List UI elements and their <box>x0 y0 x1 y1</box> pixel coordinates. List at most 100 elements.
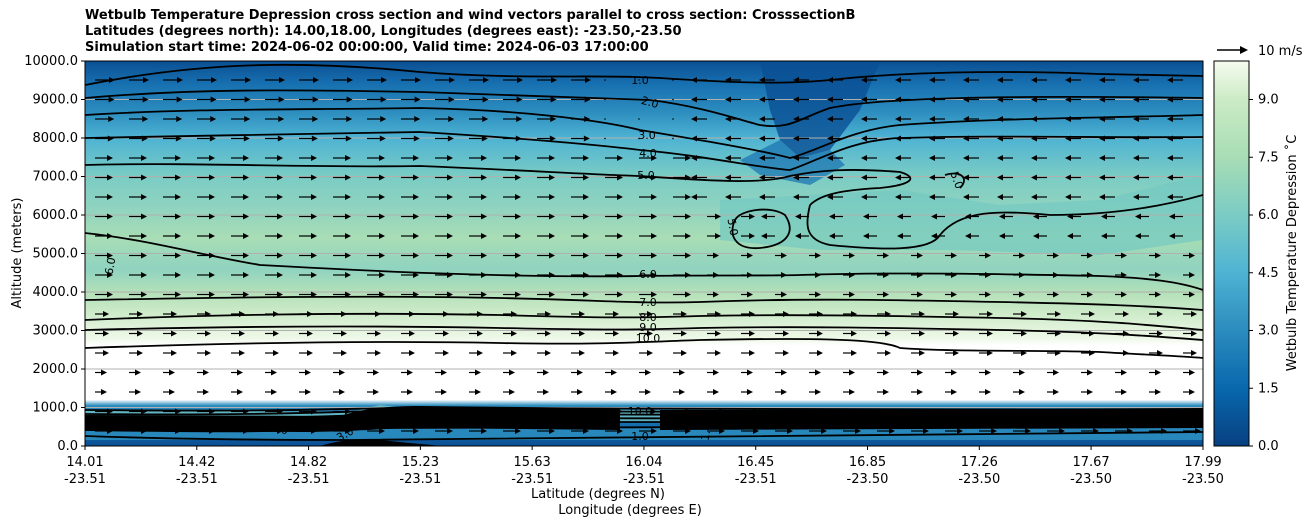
wind-vector-head <box>889 428 895 434</box>
arrow-right-icon <box>1240 46 1248 54</box>
wind-vector-head <box>549 272 555 278</box>
wind-vector-head <box>963 96 969 103</box>
wind-vector-head <box>415 77 421 83</box>
wind-vector-head <box>413 155 419 161</box>
wind-vector-head <box>549 213 555 220</box>
wind-vector-head <box>481 174 487 181</box>
wind-vector-head <box>447 448 453 454</box>
x-tick-label-lon: -23.50 <box>847 472 889 487</box>
wind-vector-head <box>781 291 787 298</box>
wind-vector-head <box>1087 252 1093 259</box>
y-axis-label: Altitude (meters) <box>10 198 25 309</box>
wind-vector-head <box>929 155 935 161</box>
wind-vector-head <box>923 448 929 454</box>
contour-label: 5.0 <box>947 170 965 191</box>
wind-vector-head <box>141 155 147 161</box>
wind-vector-head <box>1101 233 1107 239</box>
wind-vector-head <box>685 428 691 434</box>
wind-vector-head <box>725 194 731 200</box>
wind-vector-head <box>549 408 555 415</box>
wind-vector-head <box>579 350 585 356</box>
wind-vector-head <box>1089 350 1095 356</box>
wind-vector-head <box>345 194 351 200</box>
x-axis: 14.01 -23.51 14.42 -23.51 14.82 -23.51 15.23 -2… <box>64 446 1224 487</box>
wind-vector-head <box>1021 350 1027 356</box>
wind-vector-head <box>1189 272 1195 278</box>
wind-vector-head <box>957 428 963 434</box>
wind-vector-head <box>239 330 245 337</box>
wind-vector-head <box>143 77 149 83</box>
contour-label: 1.0 <box>631 74 649 87</box>
wind-vector-head <box>509 369 515 376</box>
wind-vector-head <box>237 389 243 395</box>
wind-vector-head <box>1167 155 1173 161</box>
wind-vector-head <box>985 272 991 278</box>
wind-vector-head <box>781 252 787 259</box>
colorbar-tick-label: 4.5 <box>1258 266 1279 281</box>
wind-vector-head <box>109 77 115 83</box>
wind-vector-head <box>345 291 351 298</box>
wind-vector-head <box>651 428 657 434</box>
x-tick-label-lat: 17.26 <box>961 455 998 470</box>
wind-vector-head <box>1065 135 1071 142</box>
wind-vector-head <box>1087 389 1093 395</box>
wind-vector-head <box>413 428 419 434</box>
wind-vector-head <box>1133 194 1139 200</box>
wind-vector-head <box>759 96 765 103</box>
wind-vector-head <box>515 448 521 454</box>
wind-vector-head <box>345 272 351 278</box>
wind-vector-head <box>209 272 215 278</box>
wind-vector-head <box>175 428 181 434</box>
wind-vector-head <box>545 311 551 317</box>
wind-vector-head <box>1155 369 1161 376</box>
wind-vector-head <box>613 350 619 356</box>
wind-vector-head <box>345 155 351 161</box>
wind-vector-head <box>107 135 114 142</box>
wind-vector <box>672 79 674 81</box>
wind-vector-head <box>691 77 697 83</box>
wind-vector-head <box>515 252 521 259</box>
wind-vector-head <box>209 155 215 161</box>
contour-label: 2.0 <box>640 94 660 111</box>
wind-vector-head <box>793 194 799 200</box>
wind-vector-head <box>991 448 997 454</box>
wind-vector-head <box>311 448 317 454</box>
wind-vector-head <box>549 135 556 142</box>
wind-vector-head <box>929 135 935 142</box>
wind-vector-head <box>719 428 725 434</box>
wind-vector-head <box>713 272 719 278</box>
wind-vector-head <box>715 213 721 220</box>
wind-vector-head <box>617 272 623 278</box>
wind-vector-head <box>991 408 997 415</box>
wind-vector-head <box>413 272 419 278</box>
wind-vector-head <box>448 116 455 122</box>
wind-vector-head <box>277 428 283 434</box>
wind-vector-head <box>617 252 623 259</box>
x-tick-label-lon: -23.51 <box>176 472 218 487</box>
wind-vector-head <box>1099 96 1105 103</box>
wind-vector-head <box>447 194 453 200</box>
wind-vector-head <box>380 116 387 122</box>
wind-vector-head <box>277 213 283 220</box>
wind-vector-head <box>413 291 419 298</box>
wind-vector-head <box>1189 389 1195 395</box>
wind-vector-head <box>931 213 937 220</box>
wind-vector-head <box>345 448 351 454</box>
wind-vector-head <box>413 252 419 259</box>
wind-vector-head <box>375 330 381 337</box>
wind-vector-head <box>375 311 381 317</box>
wind-vector-head <box>1087 291 1093 298</box>
wind-vector-head <box>1055 350 1061 356</box>
wind-vector-head <box>108 96 115 103</box>
wind-vector-head <box>107 194 113 200</box>
wind-vector-head <box>849 252 855 259</box>
wind-vector-head <box>311 155 317 161</box>
wind-vector-head <box>341 330 347 337</box>
wind-vector-head <box>647 330 653 337</box>
wind-vector-head <box>447 174 453 181</box>
wind-vector-head <box>135 389 141 395</box>
contour-5-0-main <box>85 163 912 206</box>
wind-vector-head <box>448 96 455 103</box>
wind-vector-head <box>515 272 521 278</box>
wind-vector-head <box>1167 96 1173 103</box>
